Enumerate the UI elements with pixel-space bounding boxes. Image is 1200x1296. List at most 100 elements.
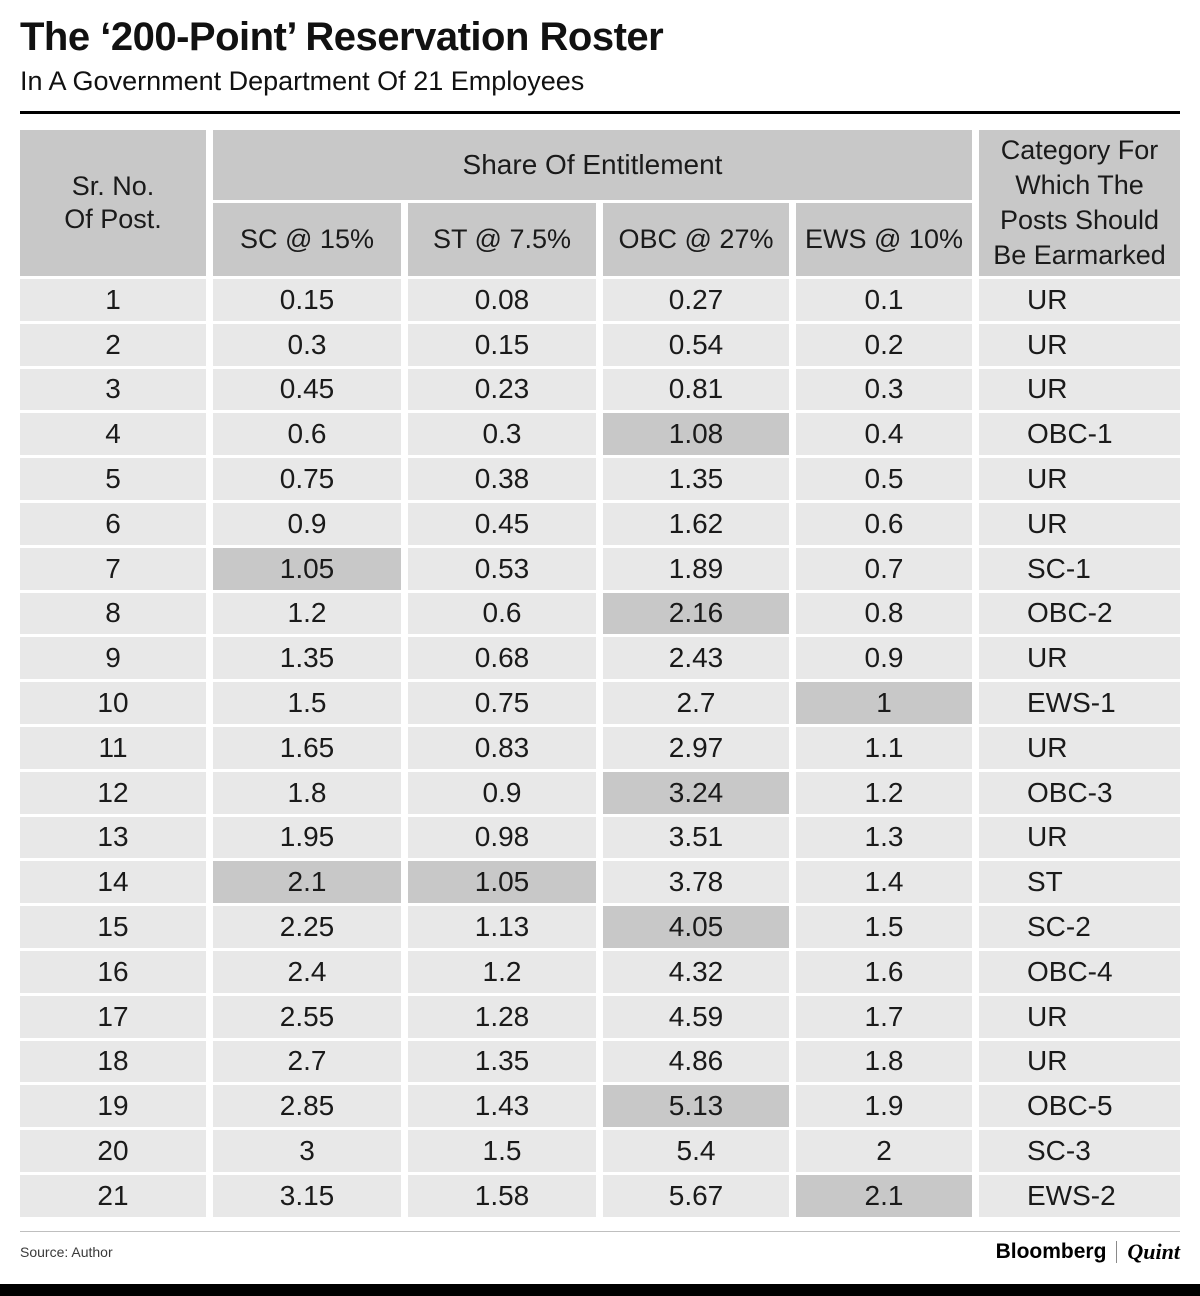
cell-sr: 20 bbox=[20, 1130, 206, 1172]
header-category: Category For Which The Posts Should Be E… bbox=[979, 130, 1180, 276]
page-title: The ‘200-Point’ Reservation Roster bbox=[20, 15, 664, 59]
cell-sr: 18 bbox=[20, 1040, 206, 1083]
cell-st: 0.6 bbox=[408, 592, 596, 635]
cell-sr: 15 bbox=[20, 906, 206, 948]
cell-sc: 2.7 bbox=[213, 1040, 401, 1083]
cell-ews: 0.9 bbox=[796, 637, 972, 680]
quint-logo: Quint bbox=[1127, 1238, 1180, 1264]
page: The ‘200-Point’ Reservation Roster In A … bbox=[0, 16, 1200, 1217]
cell-obc: 2.16 bbox=[603, 592, 789, 635]
cell-sr: 7 bbox=[20, 547, 206, 590]
cell-ews: 1.5 bbox=[796, 906, 972, 948]
cell-ews: 0.8 bbox=[796, 592, 972, 635]
brand-logo: Bloomberg Quint bbox=[996, 1239, 1180, 1265]
cell-st: 1.05 bbox=[408, 861, 596, 904]
cell-obc: 5.67 bbox=[603, 1174, 789, 1217]
cell-obc: 4.05 bbox=[603, 906, 789, 948]
cell-sc: 0.3 bbox=[213, 323, 401, 366]
cell-st: 0.45 bbox=[408, 502, 596, 545]
cell-st: 0.9 bbox=[408, 771, 596, 814]
cell-ews: 1.2 bbox=[796, 771, 972, 814]
cell-sc: 0.6 bbox=[213, 413, 401, 456]
cell-st: 1.58 bbox=[408, 1174, 596, 1217]
cell-ews: 1.3 bbox=[796, 816, 972, 859]
cell-obc: 3.51 bbox=[603, 816, 789, 859]
cell-sr: 6 bbox=[20, 502, 206, 545]
cell-obc: 1.89 bbox=[603, 547, 789, 590]
cell-ews: 1.9 bbox=[796, 1085, 972, 1128]
cell-sc: 0.9 bbox=[213, 502, 401, 545]
cell-sr: 12 bbox=[20, 771, 206, 814]
cell-sr: 13 bbox=[20, 816, 206, 859]
cell-sc: 1.05 bbox=[213, 547, 401, 590]
bloomberg-logo: Bloomberg bbox=[995, 1239, 1107, 1263]
cell-sr: 8 bbox=[20, 592, 206, 635]
cell-category: OBC-2 bbox=[979, 592, 1180, 635]
cell-obc: 2.7 bbox=[603, 682, 789, 724]
cell-sr: 2 bbox=[20, 323, 206, 366]
cell-st: 0.08 bbox=[408, 279, 596, 321]
header-divider bbox=[20, 111, 1180, 114]
cell-obc: 4.59 bbox=[603, 995, 789, 1038]
cell-obc: 5.13 bbox=[603, 1085, 789, 1128]
cell-category: UR bbox=[979, 637, 1180, 680]
cell-obc: 3.78 bbox=[603, 861, 789, 904]
cell-ews: 0.5 bbox=[796, 458, 972, 500]
cell-ews: 0.2 bbox=[796, 323, 972, 366]
cell-obc: 2.97 bbox=[603, 726, 789, 769]
cell-category: SC-2 bbox=[979, 906, 1180, 948]
cell-ews: 2 bbox=[796, 1130, 972, 1172]
cell-ews: 0.7 bbox=[796, 547, 972, 590]
cell-category: UR bbox=[979, 995, 1180, 1038]
cell-st: 0.83 bbox=[408, 726, 596, 769]
cell-category: ST bbox=[979, 861, 1180, 904]
cell-ews: 1.6 bbox=[796, 950, 972, 993]
cell-sc: 1.35 bbox=[213, 637, 401, 680]
header-st: ST @ 7.5% bbox=[408, 203, 596, 276]
cell-st: 0.68 bbox=[408, 637, 596, 680]
cell-category: EWS-1 bbox=[979, 682, 1180, 724]
footer: Source: Author Bloomberg Quint bbox=[20, 1230, 1180, 1265]
cell-sr: 16 bbox=[20, 950, 206, 993]
cell-category: UR bbox=[979, 502, 1180, 545]
cell-sc: 2.25 bbox=[213, 906, 401, 948]
cell-ews: 1 bbox=[796, 682, 972, 724]
cell-st: 1.35 bbox=[408, 1040, 596, 1083]
cell-ews: 0.4 bbox=[796, 413, 972, 456]
cell-sr: 1 bbox=[20, 279, 206, 321]
cell-st: 0.23 bbox=[408, 368, 596, 411]
cell-st: 1.28 bbox=[408, 995, 596, 1038]
cell-sr: 3 bbox=[20, 368, 206, 411]
cell-st: 0.38 bbox=[408, 458, 596, 500]
bottom-black-bar bbox=[0, 1284, 1200, 1296]
cell-category: UR bbox=[979, 726, 1180, 769]
cell-st: 1.13 bbox=[408, 906, 596, 948]
cell-sc: 1.65 bbox=[213, 726, 401, 769]
source-text: Source: Author bbox=[20, 1243, 113, 1260]
cell-obc: 2.43 bbox=[603, 637, 789, 680]
cell-sr: 14 bbox=[20, 861, 206, 904]
cell-category: UR bbox=[979, 279, 1180, 321]
cell-category: UR bbox=[979, 458, 1180, 500]
cell-obc: 1.08 bbox=[603, 413, 789, 456]
cell-ews: 1.1 bbox=[796, 726, 972, 769]
cell-category: OBC-3 bbox=[979, 771, 1180, 814]
cell-sc: 2.85 bbox=[213, 1085, 401, 1128]
cell-sr: 9 bbox=[20, 637, 206, 680]
header-ews: EWS @ 10% bbox=[796, 203, 972, 276]
cell-obc: 1.35 bbox=[603, 458, 789, 500]
cell-st: 1.5 bbox=[408, 1130, 596, 1172]
cell-sc: 1.8 bbox=[213, 771, 401, 814]
header-share-of-entitlement: Share Of Entitlement bbox=[213, 130, 972, 200]
cell-category: UR bbox=[979, 816, 1180, 859]
cell-st: 0.98 bbox=[408, 816, 596, 859]
cell-sr: 4 bbox=[20, 413, 206, 456]
cell-obc: 5.4 bbox=[603, 1130, 789, 1172]
page-subtitle: In A Government Department Of 21 Employe… bbox=[20, 66, 585, 96]
cell-sc: 1.95 bbox=[213, 816, 401, 859]
roster-table: Sr. No. Of Post. Share Of Entitlement SC… bbox=[20, 130, 1180, 1217]
cell-category: OBC-1 bbox=[979, 413, 1180, 456]
cell-obc: 0.54 bbox=[603, 323, 789, 366]
cell-ews: 0.6 bbox=[796, 502, 972, 545]
cell-ews: 0.3 bbox=[796, 368, 972, 411]
